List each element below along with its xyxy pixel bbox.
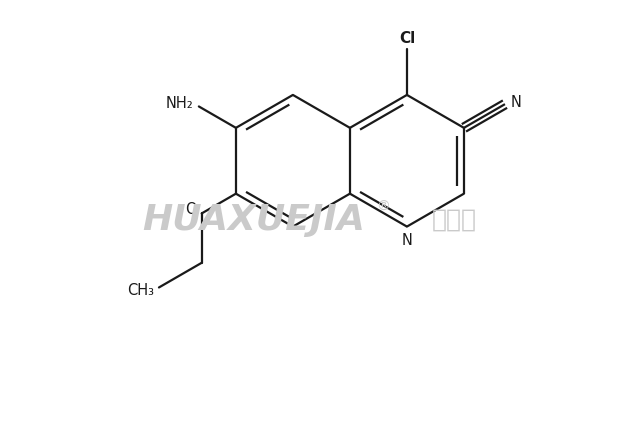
Text: HUAXUEJIA: HUAXUEJIA [143, 203, 365, 237]
Text: Cl: Cl [399, 30, 415, 46]
Text: 化学加: 化学加 [431, 208, 476, 232]
Text: O: O [184, 202, 197, 217]
Text: N: N [510, 95, 521, 110]
Text: ®: ® [376, 200, 390, 214]
Text: CH₃: CH₃ [127, 282, 153, 297]
Text: N: N [401, 232, 412, 248]
Text: NH₂: NH₂ [166, 96, 193, 111]
